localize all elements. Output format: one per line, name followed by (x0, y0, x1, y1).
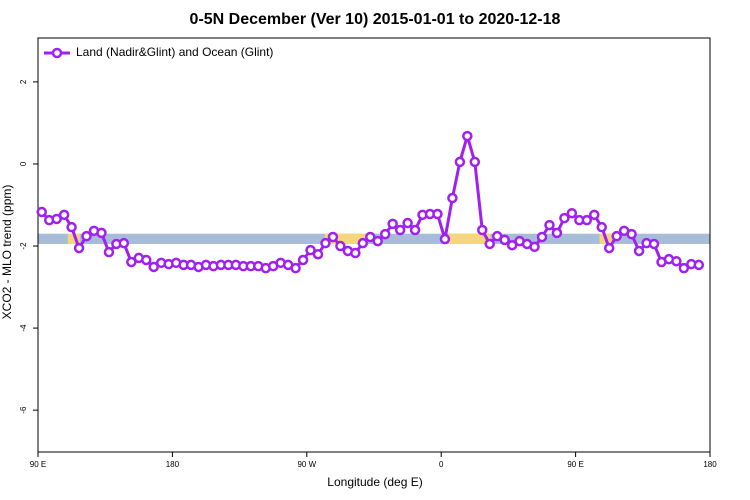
point (432, 208, 443, 220)
x-tick-label: 90 E (30, 460, 46, 469)
point (648, 238, 660, 250)
y-tick-label: -6 (19, 406, 28, 414)
point (529, 241, 540, 253)
point (66, 221, 77, 233)
point (581, 214, 593, 226)
point (36, 206, 47, 218)
point (409, 224, 421, 236)
point (126, 256, 137, 268)
point (290, 262, 301, 274)
point (603, 242, 615, 254)
point (678, 262, 690, 274)
y-tick-label: -4 (19, 324, 28, 332)
point (536, 231, 548, 243)
point (365, 231, 376, 243)
point (81, 230, 92, 242)
point (566, 207, 578, 219)
point (372, 235, 383, 247)
point (305, 244, 316, 256)
point (626, 228, 637, 240)
y-tick-label: 0 (19, 161, 28, 166)
point (350, 247, 361, 259)
point (447, 192, 458, 204)
point (312, 248, 324, 260)
point (469, 156, 481, 168)
x-axis-label: Longitude (deg E) (327, 475, 422, 489)
point (589, 209, 600, 221)
plot-frame (37, 37, 711, 453)
point (96, 227, 107, 239)
point (499, 234, 510, 246)
series-line (40, 130, 699, 271)
y-tick-label: 2 (19, 79, 28, 84)
point (297, 254, 309, 266)
point (506, 239, 518, 251)
x-tick-label: 180 (703, 460, 717, 469)
band-highlight (448, 233, 491, 244)
point (611, 230, 622, 242)
point (141, 254, 152, 266)
point (484, 238, 495, 250)
point (327, 231, 339, 243)
point (51, 213, 62, 225)
y-axis-label: XCO2 - MLO trend (ppm) (0, 185, 14, 320)
x-tick-label: 90 E (567, 460, 583, 469)
point (148, 261, 159, 273)
band-highlight (67, 233, 80, 244)
point (439, 233, 451, 245)
point (357, 237, 369, 249)
legend-marker (51, 47, 63, 59)
point (633, 245, 645, 257)
point (379, 228, 391, 240)
point (671, 255, 682, 267)
point (559, 212, 570, 224)
point (320, 237, 331, 249)
point (477, 224, 488, 236)
point (118, 237, 130, 249)
band-highlight (324, 233, 369, 244)
point (462, 130, 473, 142)
point (402, 217, 413, 229)
chart-title: 0-5N December (Ver 10) 2015-01-01 to 202… (190, 11, 561, 28)
legend-label: Land (Nadir&Glint) and Ocean (Glint) (76, 45, 273, 59)
point (58, 209, 70, 221)
point (335, 240, 346, 252)
point (387, 218, 398, 230)
y-tick-label: -2 (19, 242, 28, 250)
point (454, 156, 466, 168)
point (394, 224, 406, 236)
point (103, 246, 115, 258)
point (73, 242, 85, 254)
point (544, 219, 555, 231)
x-tick-label: 0 (439, 460, 444, 469)
x-tick-label: 180 (166, 460, 180, 469)
point (693, 259, 705, 271)
point (551, 227, 563, 239)
point (596, 221, 607, 233)
x-tick-label: 90 W (297, 460, 316, 469)
